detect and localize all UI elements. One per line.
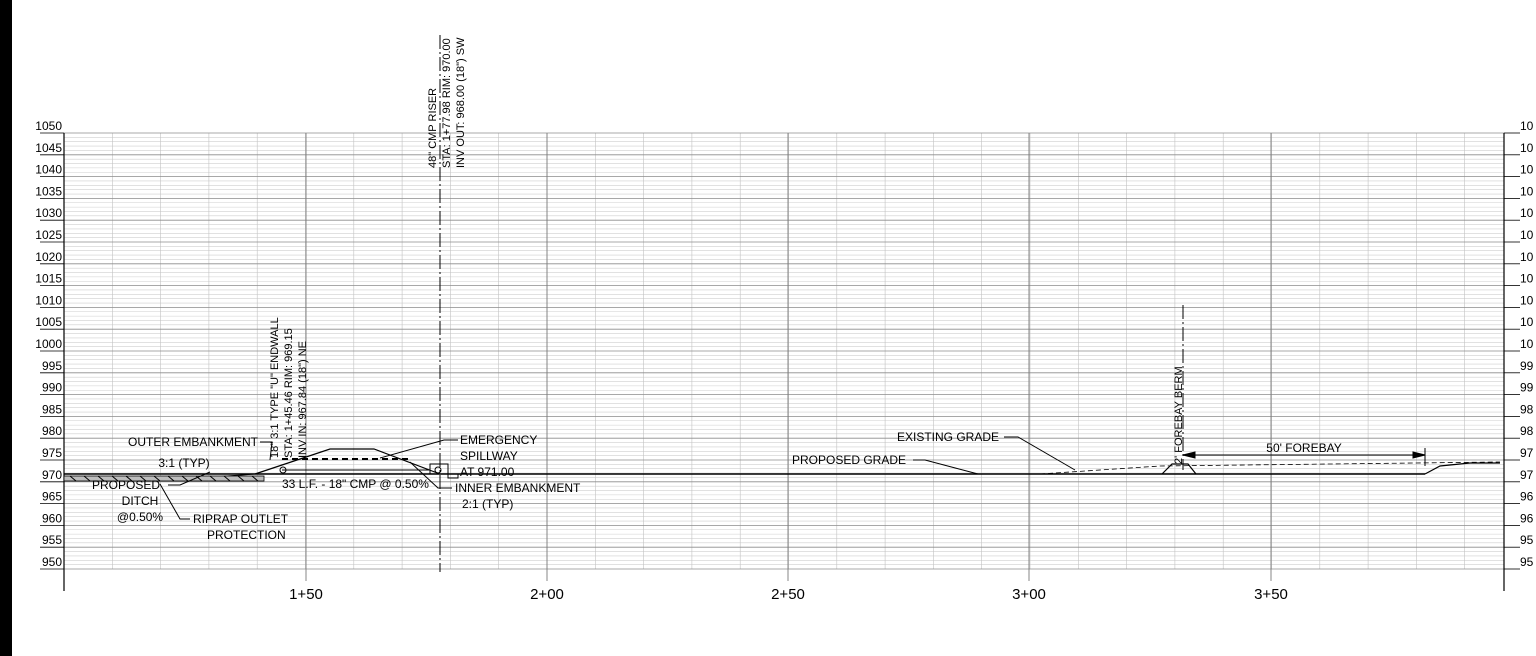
elevation-label-left: 950: [42, 555, 62, 569]
spillway-line-3: AT 971.00: [460, 465, 515, 479]
profile-grid: [63, 132, 1505, 591]
forebay-end: [1424, 462, 1500, 475]
elevation-label-right: 10: [1520, 163, 1534, 177]
forebay-berm: [1161, 463, 1197, 475]
leader-lines: [159, 436, 1076, 520]
elevation-label-right: 10: [1520, 206, 1534, 220]
spillway-line-1: EMERGENCY: [460, 433, 537, 447]
elevation-label-right: 98: [1520, 402, 1534, 416]
elevation-label-left: 1045: [35, 141, 62, 155]
forebay-length-label: 50' FOREBAY: [1266, 441, 1341, 455]
existing-grade-label: EXISTING GRADE: [897, 430, 999, 444]
forebay-berm-label: 2' FOREBAY BERM: [1173, 366, 1185, 464]
elevation-label-left: 1015: [35, 272, 62, 286]
outlet-circle: [434, 466, 442, 474]
outer-embankment-line-2: 3:1 (TYP): [158, 456, 209, 470]
station-label: 2+50: [771, 586, 805, 603]
station-label: 2+00: [530, 586, 564, 603]
inner-embankment-line-1: INNER EMBANKMENT: [455, 481, 581, 495]
elevation-label-right: 96: [1520, 490, 1534, 504]
elevation-label-left: 1010: [35, 293, 62, 307]
elevation-label-right: 95: [1520, 555, 1534, 569]
elevation-label-left: 1020: [35, 250, 62, 264]
elevation-label-left: 1050: [35, 119, 62, 133]
elevation-label-right: 10: [1520, 141, 1534, 155]
riser-base: [447, 473, 459, 479]
elevation-label-left: 960: [42, 511, 62, 525]
elevation-label-left: 1040: [35, 163, 62, 177]
elevation-label-left: 995: [42, 359, 62, 373]
left-border-bar: [0, 0, 12, 656]
elevation-label-right: 10: [1520, 228, 1534, 242]
riprap-hatch: [63, 475, 265, 482]
outer-embankment-line-1: OUTER EMBANKMENT: [128, 435, 259, 449]
elevation-label-left: 980: [42, 424, 62, 438]
elevation-label-left: 955: [42, 533, 62, 547]
endwall-callout: 18" 3:1 TYPE "U" ENDWALL STA: 1+45.46 RI…: [269, 317, 309, 458]
elevation-label-right: 10: [1520, 293, 1534, 307]
elevation-label-right: 10: [1520, 250, 1534, 264]
elevation-label-left: 990: [42, 381, 62, 395]
riser-line-1: 48" CMP RISER: [427, 88, 439, 168]
elevation-label-right: 10: [1520, 337, 1534, 351]
endwall-line-3: INV IN: 967.84 (18") NE: [297, 341, 309, 458]
endwall-circle: [279, 466, 287, 474]
riser-line-3: INV OUT: 968.00 (18") SW: [455, 37, 467, 168]
proposed-grade-label: PROPOSED GRADE: [792, 453, 906, 467]
endwall-line-1: 18" 3:1 TYPE "U" ENDWALL: [269, 317, 281, 458]
inner-embankment-line-2: 2:1 (TYP): [462, 497, 513, 511]
forebay-dimension: [1182, 448, 1426, 466]
elevation-labels-left: 1050 1045 1040 1035 1030 1025 1020 1015 1010 1005…: [35, 119, 64, 570]
elevation-label-left: 1005: [35, 315, 62, 329]
spillway-line-2: SPILLWAY: [460, 449, 518, 463]
embankment-outline: [254, 448, 441, 475]
station-label: 3+00: [1012, 586, 1046, 603]
endwall-line-2: STA: 1+45.46 RIM: 969.15: [283, 328, 295, 458]
station-label: 1+50: [289, 586, 323, 603]
elevation-label-right: 10: [1520, 315, 1534, 329]
elevation-labels-right: 10 10 10 10 10 10 10 10 10 10 10 99 99 98 98 97 97 96 96 95…: [1504, 119, 1534, 570]
elevation-label-left: 1035: [35, 184, 62, 198]
elevation-label-left: 1025: [35, 228, 62, 242]
elevation-label-left: 975: [42, 446, 62, 460]
station-labels: 1+50 2+00 2+50 3+00 3+50: [289, 586, 1288, 603]
riprap-line-1: RIPRAP OUTLET: [193, 512, 289, 526]
elevation-label-right: 97: [1520, 468, 1534, 482]
elevation-label-right: 99: [1520, 359, 1534, 373]
ditch-line-2: DITCH: [122, 494, 159, 508]
elevation-label-right: 97: [1520, 446, 1534, 460]
pipe-label: 33 L.F. - 18" CMP @ 0.50%: [282, 477, 429, 491]
elevation-label-right: 95: [1520, 533, 1534, 547]
riser-box: [429, 463, 449, 475]
elevation-label-left: 985: [42, 402, 62, 416]
ditch-line-3: @0.50%: [117, 510, 164, 524]
elevation-label-left: 965: [42, 490, 62, 504]
existing-grade-line: [1039, 461, 1501, 475]
elevation-label-right: 10: [1520, 119, 1534, 133]
elevation-label-left: 970: [42, 468, 62, 482]
elevation-label-right: 96: [1520, 511, 1534, 525]
elevation-label-right: 10: [1520, 184, 1534, 198]
riprap-line-2: PROTECTION: [207, 528, 286, 542]
elevation-label-right: 98: [1520, 424, 1534, 438]
ditch-line-1: PROPOSED: [92, 478, 160, 492]
station-label: 3+50: [1254, 586, 1288, 603]
riser-callout: 48" CMP RISER STA: 1+77.98 RIM: 970.00 I…: [427, 37, 467, 168]
elevation-label-right: 10: [1520, 272, 1534, 286]
elevation-label-left: 1030: [35, 206, 62, 220]
riser-line-2: STA: 1+77.98 RIM: 970.00: [441, 38, 453, 168]
elevation-label-right: 99: [1520, 381, 1534, 395]
elevation-label-left: 1000: [35, 337, 62, 351]
